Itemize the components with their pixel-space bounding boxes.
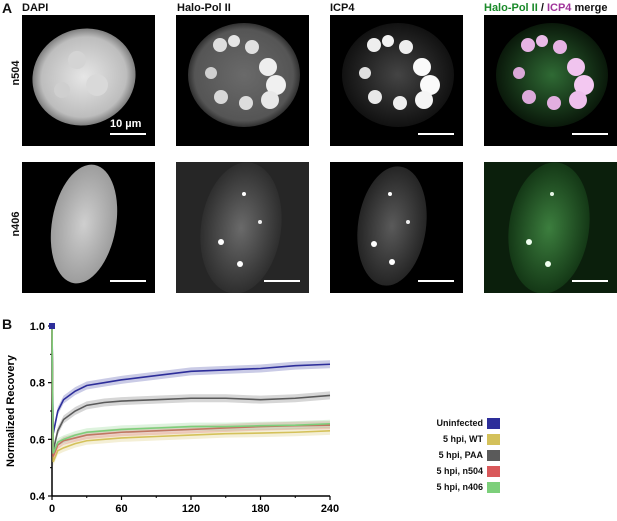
- legend-swatch: [487, 450, 500, 462]
- y-tick-label-3: 1.0: [30, 321, 45, 333]
- legend-swatch: [487, 466, 500, 478]
- legend-swatch: [487, 482, 500, 494]
- legend-item: 5 hpi, n406: [436, 482, 500, 496]
- series-line-4: [51, 325, 331, 454]
- micrograph-halo-n406: [176, 162, 309, 293]
- column-label-merge: Halo-Pol II / ICP4 merge: [484, 2, 608, 14]
- series-band-0: [52, 322, 330, 438]
- legend-label: Uninfected: [436, 418, 483, 428]
- legend-item: 5 hpi, n504: [436, 466, 500, 480]
- legend-swatch: [487, 434, 500, 446]
- merge-label-magenta: ICP4: [546, 2, 572, 14]
- y-tick-label-2: 0.8: [30, 378, 45, 390]
- y-axis-label: Normalized Recovery: [5, 354, 17, 467]
- panel-b-letter: B: [2, 316, 13, 332]
- row-label-n504: n504: [10, 60, 22, 86]
- x-tick-label-3: 180: [251, 503, 269, 515]
- legend-item: Uninfected: [436, 418, 500, 432]
- legend-swatch: [487, 418, 500, 430]
- legend-label: 5 hpi, WT: [443, 434, 483, 444]
- micrograph-icp4-n504: [330, 15, 463, 146]
- column-label-icp4: ICP4: [330, 2, 355, 14]
- row-label-n406: n406: [10, 211, 22, 237]
- y-tick-label-1: 0.6: [30, 434, 45, 446]
- legend-label: 5 hpi, n504: [436, 466, 483, 476]
- merge-label-sep: /: [537, 2, 547, 14]
- legend-item: 5 hpi, PAA: [439, 450, 500, 464]
- column-label-halo-pol-ii: Halo-Pol II: [177, 2, 231, 14]
- micrograph-dapi-n406: [22, 162, 155, 293]
- x-tick-label-0: 0: [49, 503, 55, 515]
- merge-label-green: Halo-Pol II: [484, 2, 538, 14]
- initial-point: [49, 323, 55, 329]
- y-tick-label-0: 0.4: [30, 491, 46, 503]
- micrograph-merge-n406: [484, 162, 617, 293]
- x-tick-label-2: 120: [182, 503, 200, 515]
- series-band-4: [52, 322, 330, 458]
- x-tick-label-1: 60: [115, 503, 127, 515]
- micrograph-dapi-n504: [22, 15, 155, 146]
- legend-label: 5 hpi, n406: [436, 482, 483, 492]
- scale-bar-label: 10 µm: [110, 118, 142, 130]
- series-band-1: [52, 322, 330, 466]
- legend-label: 5 hpi, PAA: [438, 450, 483, 460]
- merge-label-suffix: merge: [571, 2, 608, 14]
- series-line-1: [51, 325, 331, 463]
- micrograph-icp4-n406: [330, 162, 463, 293]
- legend: Uninfected 5 hpi, WT 5 hpi, PAA 5 hpi, n504…: [330, 418, 500, 498]
- x-tick-label-4: 240: [321, 503, 339, 515]
- series-line-3: [51, 325, 331, 457]
- legend-item: 5 hpi, WT: [443, 434, 500, 448]
- column-label-dapi: DAPI: [22, 2, 49, 14]
- recovery-chart: 0.4 0.6 0.8 1.0 0 60 120 180 240 Normalized Recov…: [5, 321, 339, 515]
- panel-a-letter: A: [2, 0, 13, 16]
- series-line-2: [51, 325, 331, 451]
- micrograph-halo-n504: [176, 15, 309, 146]
- micrograph-merge-n504: [484, 15, 617, 146]
- series-line-0: [51, 325, 331, 434]
